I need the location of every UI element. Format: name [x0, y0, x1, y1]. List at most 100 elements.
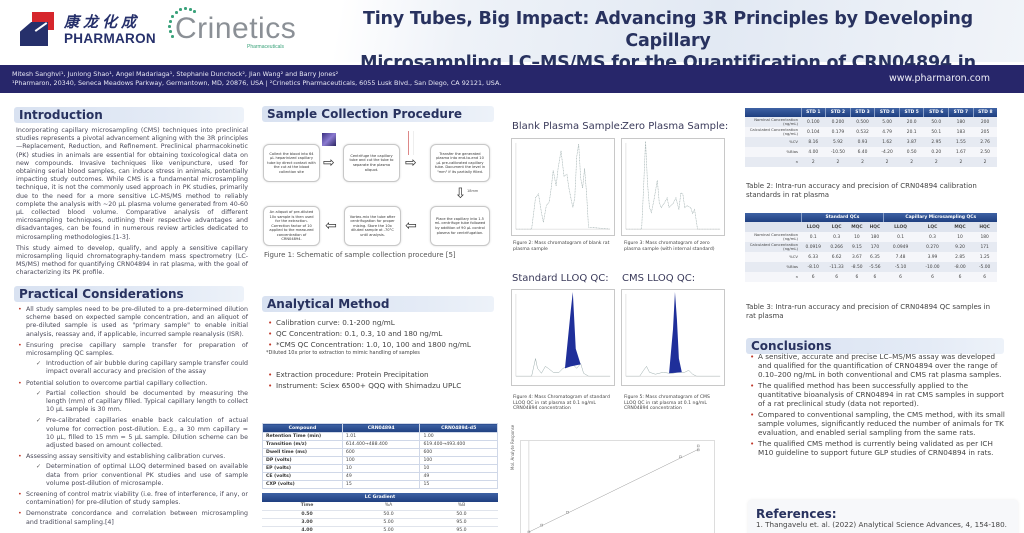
crinetics-subtitle: Pharmaceuticals — [247, 44, 284, 50]
list-item: Potential solution to overcome partial c… — [16, 380, 248, 451]
table-row: Transition (m/z) 614.400→488.400 619.400→4… — [262, 440, 498, 449]
table-row: EP (volts) 10 10 — [262, 464, 498, 473]
list-item: Ensuring precise capillary sample transf… — [16, 342, 248, 377]
mm-scale-label: 18mm — [467, 189, 479, 193]
table-row: %Bias 4.00 -10.50 6.40 -4.20 0.50 0.20 1.67 2.50 — [745, 147, 997, 157]
arrow-left-icon: ⇦ — [325, 218, 337, 234]
calibration-curve-plot — [520, 440, 715, 533]
table-row: 4.00 5.00 95.0 — [262, 526, 498, 533]
arrow-right-icon: ⇨ — [323, 155, 335, 171]
crinetics-name: Crinetics — [175, 12, 297, 45]
conclusions-heading: Conclusions — [746, 338, 1004, 354]
flow-step-2: Centrifuge the capillary tube and cut th… — [343, 144, 400, 182]
table-row: CE (volts) 49 49 — [262, 472, 498, 481]
pharmaron-mark-icon — [20, 12, 58, 48]
check-item: Determination of optimal LLOQ determined… — [26, 463, 248, 488]
pharmaron-chinese-name: 康龙化成 — [64, 12, 141, 31]
sample-procedure-heading: Sample Collection Procedure — [262, 106, 494, 122]
tube-image — [408, 131, 414, 155]
zero-chromatogram — [621, 138, 725, 236]
list-item: *CMS QC Concentration: 1.0, 10, 100 and … — [266, 339, 496, 350]
table-subheader-row: LLOQ LQC MQC HQC LLOQ LQC MQC HQC — [745, 222, 997, 232]
list-item: Demonstrate concordance and correlation … — [16, 510, 248, 526]
table-row: 3.00 5.00 95.0 — [262, 518, 498, 527]
check-item: Partial collection should be documented … — [26, 390, 248, 415]
qc-samples-table: Standard QCs Capillary Microsampling QCs… — [745, 213, 997, 282]
table-3-caption: Table 3: Intra-run accuracy and precisio… — [746, 303, 991, 320]
table-row: %CV 8.16 5.92 0.93 1.62 3.87 2.95 1.55 2.76 — [745, 137, 997, 147]
blank-plasma-title: Blank Plasma Sample: — [512, 121, 624, 132]
table-row: Retention Time (min) 1.01 1.00 — [262, 432, 498, 441]
table-row: 0.50 50.0 50.0 — [262, 510, 498, 519]
flow-step-5: Vortex-mix the tube after centrifugation… — [344, 206, 401, 246]
ms-parameters-table: Compound CRN04894 CRN04894-d5 Retention … — [262, 423, 498, 489]
table-row: %CV 6.33 6.62 3.67 6.35 7.48 3.99 2.85 1.25 — [745, 252, 997, 262]
arrow-down-icon: ⇨ — [451, 187, 468, 199]
capillary-photo — [322, 133, 336, 146]
poster-header: 康龙化成 PHARMARON Crinetics Pharmaceuticals… — [0, 0, 1024, 95]
list-item: Calibration curve: 0.1-200 ng/mL — [266, 317, 496, 328]
practical-list: All study samples need to be pre-diluted… — [16, 306, 248, 530]
table-row: Dwell time (ms) 600 600 — [262, 448, 498, 457]
table-row: Calculated Concentration (ng/mL) 0.104 0.1… — [745, 127, 997, 137]
standard-lloq-chromatogram — [511, 289, 615, 386]
cms-lloq-title: CMS LLOQ QC: — [622, 273, 696, 284]
pharmaron-logo: 康龙化成 PHARMARON — [20, 12, 156, 48]
list-item: Assessing assay sensitivity and establis… — [16, 453, 248, 488]
figure-4-caption: Figure 4: Mass Chromatogram of standard … — [513, 395, 610, 412]
zero-plasma-title: Zero Plasma Sample: — [622, 121, 729, 132]
author-band: Mitesh Sanghvi¹, Junlong Shao¹, Angel Ma… — [0, 65, 1024, 93]
lc-gradient-table: LC Gradient Time %A %B 0.50 50.0 50.0 3.00 5.… — [262, 493, 498, 533]
references-heading: References: — [756, 507, 837, 521]
authors: Mitesh Sanghvi¹, Junlong Shao¹, Angel Ma… — [12, 70, 339, 78]
arrow-left-icon: ⇦ — [405, 218, 417, 234]
figure-5-caption: Figure 5: Mass chromatogram of CMS LLOQ … — [624, 395, 710, 412]
table-row: Nominal Concentration (ng/mL) 0.1 0.3 10 180… — [745, 232, 997, 242]
website-link[interactable]: www.pharmaron.com — [889, 73, 990, 84]
flow-step-6: An aliquot of pre-diluted 10x sample is … — [263, 206, 320, 246]
blank-chromatogram — [511, 138, 615, 236]
flow-step-3: Transfer the generated plasma into end-t… — [430, 144, 490, 182]
list-item: A sensitive, accurate and precise LC–MS/… — [748, 352, 1010, 379]
references-box: References: 1. Thangavelu et. al. (2022)… — [748, 500, 1018, 533]
introduction-text: Incorporating capillary microsampling (C… — [16, 127, 248, 277]
figure-3-caption: Figure 3: Mass chromatogram of zero plas… — [624, 241, 715, 252]
analytical-list: Calibration curve: 0.1-200 ng/mL QC Conc… — [266, 317, 496, 391]
table-row: %Bias -8.10 -11.33 -8.50 -5.56 -5.10 -10.00 -8.… — [745, 262, 997, 272]
calibration-standards-table: STD 1 STD 2 STD 3 STD 4 STD 5 STD 6 STD 7 STD… — [745, 108, 997, 167]
crinetics-dots-icon — [165, 6, 196, 46]
table-header-row: Time %A %B — [262, 502, 498, 511]
crinetics-logo: Crinetics Pharmaceuticals — [165, 6, 296, 52]
introduction-heading: Introduction — [14, 107, 244, 123]
list-item: Screening of control matrix viability (i… — [16, 491, 248, 507]
list-item: Compared to conventional sampling, the C… — [748, 410, 1010, 437]
calibration-y-label: Mol. Analyte Response — [510, 424, 515, 470]
practical-heading: Practical Considerations — [14, 286, 244, 302]
dilution-note: *Diluted 10x prior to extraction to mimi… — [266, 350, 420, 356]
table-row: DP (volts) 100 100 — [262, 456, 498, 465]
table-2-caption: Table 2: Intra-run accuracy and precisio… — [746, 182, 977, 199]
table-row: Calculated Concentration (ng/mL) 0.0919 0.… — [745, 242, 997, 252]
conclusions-list: A sensitive, accurate and precise LC–MS/… — [748, 352, 1010, 459]
list-item: Extraction procedure: Protein Precipitat… — [266, 369, 496, 380]
list-item: The qualified CMS method is currently be… — [748, 439, 1010, 457]
pharmaron-english-name: PHARMARON — [64, 30, 156, 46]
standard-lloq-title: Standard LLOQ QC: — [512, 273, 609, 284]
reference-item: 1. Thangavelu et. al. (2022) Analytical … — [756, 520, 1007, 529]
affiliations: ¹Pharmaron, 20340, Seneca Meadows Parkwa… — [12, 79, 502, 87]
list-item: All study samples need to be pre-diluted… — [16, 306, 248, 339]
check-item: Introduction of air bubble during capill… — [26, 360, 248, 376]
figure-1-caption: Figure 1: Schematic of sample collection… — [264, 251, 456, 259]
list-item: Instrument: Sciex 6500+ QQQ with Shimadz… — [266, 380, 496, 391]
list-item: The qualified method has been successful… — [748, 381, 1010, 408]
table-row: Nominal Concentration (ng/mL) 0.100 0.200 0… — [745, 117, 997, 127]
table-row: CXP (volts) 15 15 — [262, 480, 498, 489]
cms-lloq-chromatogram — [621, 289, 725, 386]
list-item: QC Concentration: 0.1, 0.3, 10 and 180 n… — [266, 328, 496, 339]
figure-2-caption: Figure 2: Mass chromatogram of blank rat… — [513, 241, 610, 252]
analytical-heading: Analytical Method — [262, 296, 494, 312]
flow-step-4: Place the capillary into 1.5 mL centrifu… — [430, 206, 490, 246]
flow-step-1: Collect the blood into 64 µL heparinized… — [263, 144, 320, 182]
